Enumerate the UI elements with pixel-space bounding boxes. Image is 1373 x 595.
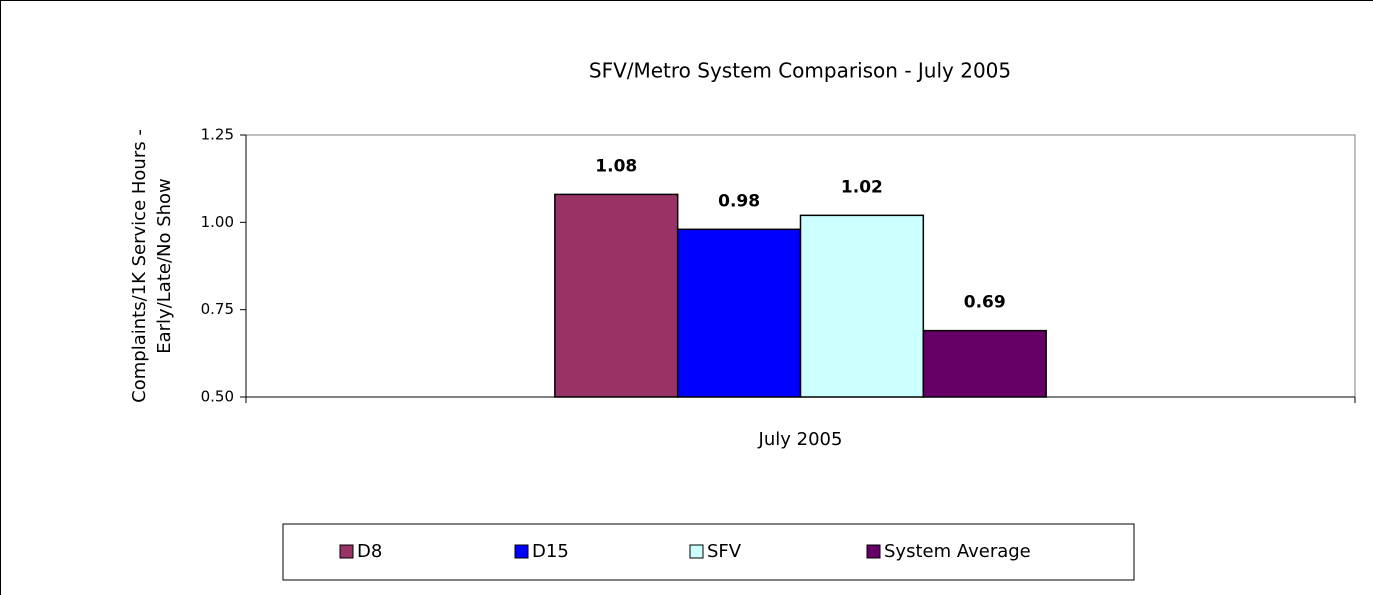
y-tick-label: 1.25	[201, 126, 234, 144]
y-tick-label: 0.75	[201, 300, 234, 318]
bar	[922, 329, 1047, 398]
bar	[799, 214, 925, 398]
legend-label: System Average	[884, 541, 1031, 562]
legend-label: D8	[357, 541, 382, 562]
data-label: 1.02	[841, 177, 883, 197]
legend-swatch	[866, 544, 881, 559]
legend	[282, 523, 1135, 581]
bar	[676, 228, 802, 398]
y-tick-label: 1.00	[201, 213, 234, 231]
data-label: 0.69	[964, 293, 1006, 313]
chart-title: SFV/Metro System Comparison - July 2005	[589, 59, 1011, 83]
legend-swatch	[514, 544, 529, 559]
legend-swatch	[689, 544, 704, 559]
y-axis-title: Early/Late/No Show	[154, 178, 175, 354]
legend-label: D15	[532, 541, 569, 562]
y-tick-label: 0.50	[201, 388, 234, 406]
x-tick-label: July 2005	[758, 429, 843, 450]
legend-swatch	[339, 544, 354, 559]
data-label: 1.08	[595, 156, 637, 176]
y-axis-title: Complaints/1K Service Hours -	[129, 129, 150, 403]
legend-label: SFV	[707, 541, 742, 562]
data-label: 0.98	[718, 191, 760, 211]
bar	[554, 193, 679, 398]
